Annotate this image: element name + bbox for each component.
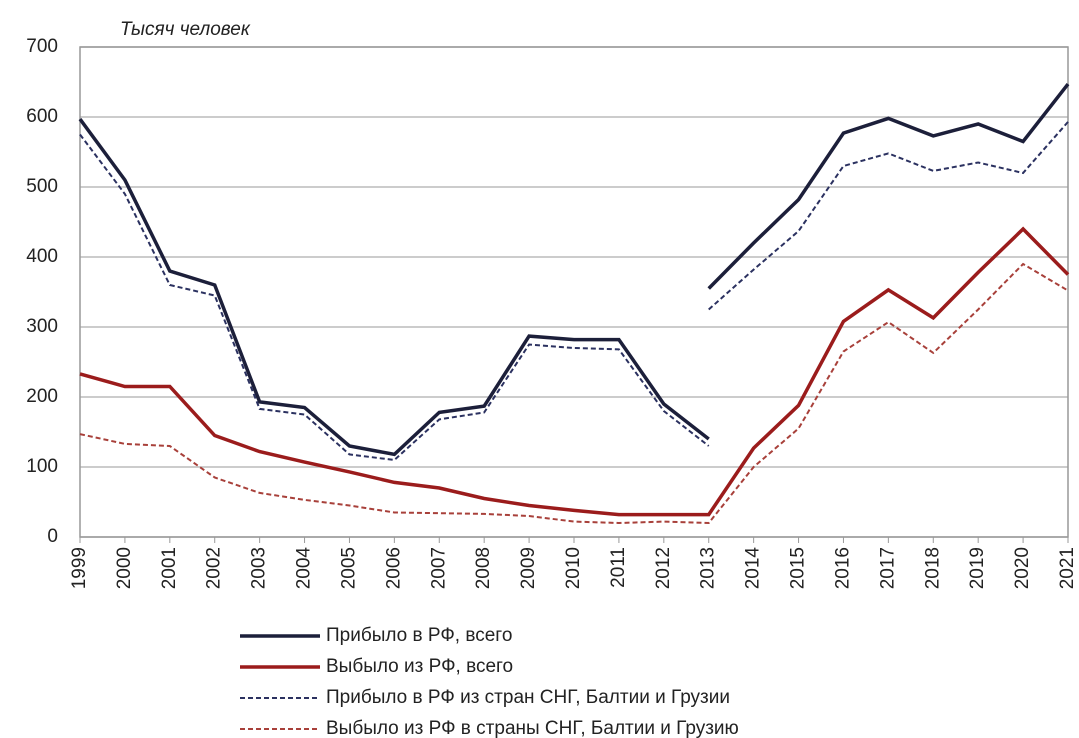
y-tick-label: 600 bbox=[26, 106, 58, 127]
x-tick-label: 2016 bbox=[832, 547, 853, 589]
x-tick-label: 2002 bbox=[204, 547, 225, 589]
y-tick-label: 300 bbox=[26, 316, 58, 337]
legend-label: Прибыло в РФ из стран СНГ, Балтии и Груз… bbox=[326, 687, 730, 708]
x-tick-label: 2013 bbox=[698, 547, 719, 589]
y-tick-label: 200 bbox=[26, 386, 58, 407]
y-tick-label: 0 bbox=[47, 526, 58, 547]
x-tick-label: 2005 bbox=[338, 547, 359, 589]
x-tick-label: 2004 bbox=[294, 547, 315, 590]
x-tick-label: 2003 bbox=[249, 547, 270, 589]
x-tick-label: 2000 bbox=[114, 547, 135, 589]
x-tick-label: 2008 bbox=[473, 547, 494, 589]
x-tick-label: 2009 bbox=[518, 547, 539, 589]
x-tick-label: 2017 bbox=[877, 547, 898, 589]
legend-label: Выбыло из РФ в страны СНГ, Балтии и Груз… bbox=[326, 718, 739, 738]
x-tick-label: 2011 bbox=[608, 547, 629, 588]
legend-label: Выбыло из РФ, всего bbox=[326, 656, 513, 677]
x-tick-label: 2015 bbox=[788, 547, 809, 589]
x-tick-label: 2014 bbox=[743, 547, 764, 590]
y-axis-label: Тысяч человек bbox=[120, 19, 251, 40]
x-tick-label: 2012 bbox=[653, 547, 674, 589]
x-tick-label: 2007 bbox=[428, 547, 449, 589]
y-tick-label: 700 bbox=[26, 36, 58, 57]
plot-frame bbox=[79, 46, 1069, 538]
series-line bbox=[79, 226, 1070, 517]
x-tick-label: 2010 bbox=[563, 547, 584, 589]
series-line bbox=[79, 121, 1069, 462]
series-line bbox=[78, 83, 1070, 457]
series-line bbox=[79, 262, 1069, 525]
x-tick-label: 1999 bbox=[69, 547, 90, 589]
x-tick-label: 2021 bbox=[1057, 547, 1078, 589]
x-tick-label: 2020 bbox=[1012, 547, 1033, 589]
y-tick-label: 500 bbox=[26, 176, 58, 197]
y-tick-label: 400 bbox=[26, 246, 58, 267]
legend-label: Прибыло в РФ, всего bbox=[326, 625, 512, 646]
x-tick-label: 2018 bbox=[922, 547, 943, 589]
x-tick-label: 2001 bbox=[159, 547, 180, 589]
y-tick-label: 100 bbox=[26, 456, 58, 477]
x-tick-label: 2006 bbox=[383, 547, 404, 589]
x-tick-label: 2019 bbox=[967, 547, 988, 589]
